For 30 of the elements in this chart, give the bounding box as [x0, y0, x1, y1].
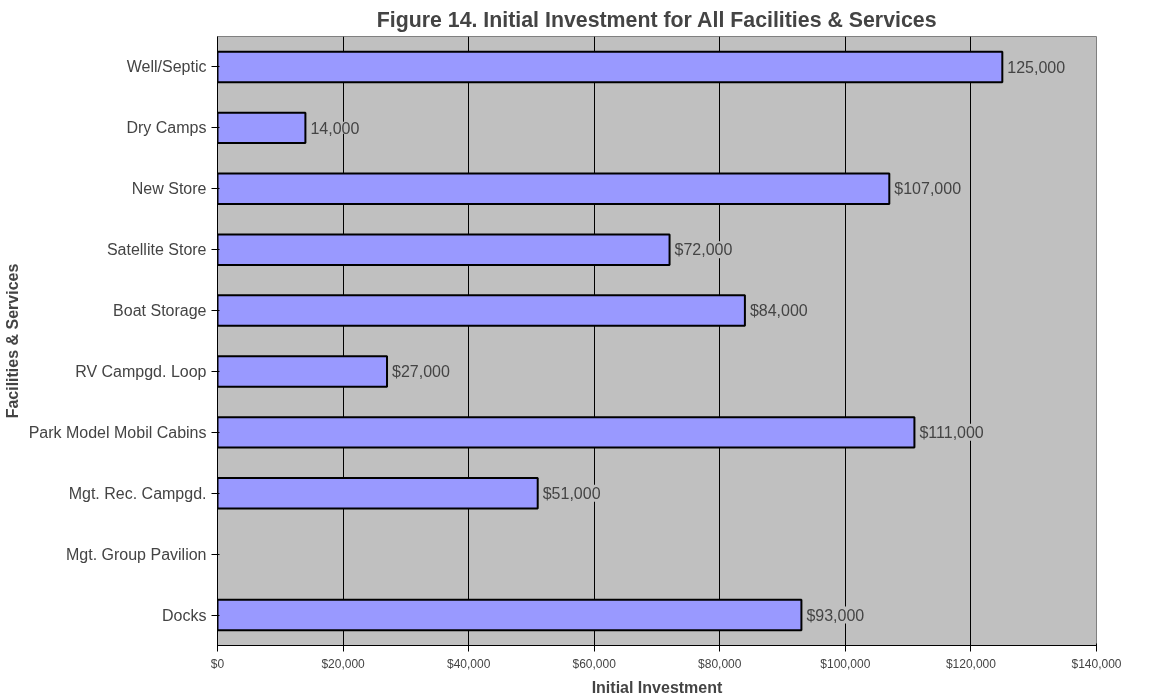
x-axis-title: Initial Investment	[591, 678, 724, 696]
data-label: $93,000	[806, 606, 865, 624]
y-tick-label: Satellite Store	[106, 241, 207, 259]
x-tick-label: $40,000	[446, 656, 491, 671]
data-label: 14,000	[310, 119, 360, 137]
data-label: $107,000	[894, 180, 962, 198]
x-tick-label: $80,000	[698, 656, 742, 671]
y-tick-label: Dry Camps	[126, 119, 207, 137]
y-tick-label: Park Model Mobil Cabins	[28, 423, 207, 441]
y-tick-label: Mgt. Group Pavilion	[65, 545, 207, 563]
data-label: $51,000	[542, 484, 601, 502]
y-tick-label: New Store	[131, 180, 207, 198]
data-label: $27,000	[392, 362, 450, 380]
y-axis-title: Facilities & Services	[3, 263, 21, 419]
y-tick-label: Docks	[162, 606, 207, 624]
y-tick-label: Boat Storage	[113, 302, 207, 320]
data-label: $84,000	[749, 302, 808, 320]
x-tick-label: $60,000	[572, 656, 617, 671]
y-tick-label: RV Campgd. Loop	[75, 362, 207, 380]
x-tick-label: $0	[210, 656, 225, 671]
chart-title: Figure 14. Initial Investment for All Facilities & Services	[376, 7, 937, 32]
x-tick-label: $140,000	[1071, 656, 1122, 671]
data-label: $111,000	[919, 423, 984, 441]
y-tick-label: Mgt. Rec. Campgd.	[68, 484, 207, 502]
y-tick-label: Well/Septic	[126, 58, 207, 76]
x-tick-label: $20,000	[321, 656, 366, 671]
x-tick-label: $120,000	[945, 656, 997, 671]
data-label: $72,000	[674, 241, 733, 259]
x-tick-label: $100,000	[820, 656, 871, 671]
data-label: 125,000	[1007, 58, 1066, 76]
